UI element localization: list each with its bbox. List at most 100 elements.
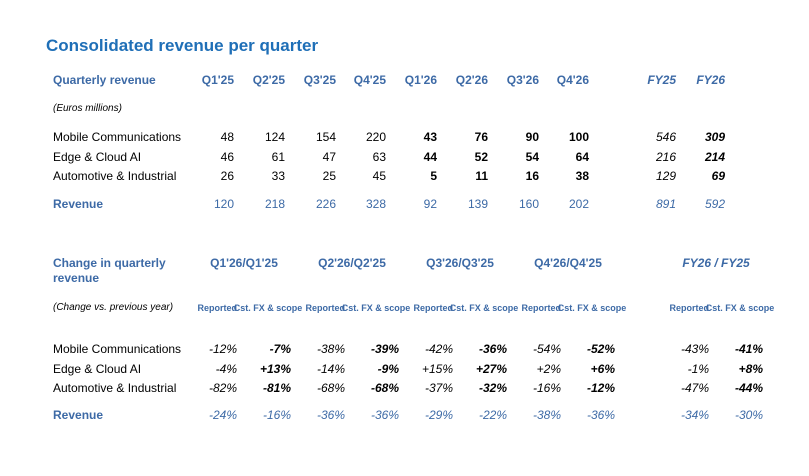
- cell: -12%: [208, 342, 237, 356]
- row-label: Edge & Cloud AI: [53, 150, 142, 164]
- table2-subtitle: (Change vs. previous year): [53, 302, 174, 313]
- cell: 43: [423, 130, 437, 144]
- cell: -52%: [586, 342, 615, 356]
- col-header: Q1'26: [404, 73, 437, 87]
- table2-header-label: Change in quarterly revenue: [53, 256, 166, 285]
- cell: 16: [525, 169, 539, 183]
- cell: -39%: [370, 342, 399, 356]
- cell: -32%: [478, 381, 507, 395]
- cell: 100: [568, 130, 589, 144]
- cell: 226: [315, 197, 336, 211]
- cell: -12%: [586, 381, 615, 395]
- row-label: Mobile Communications: [53, 130, 182, 144]
- col-header: Q3'26: [506, 73, 539, 87]
- cell: 76: [474, 130, 488, 144]
- cell: 64: [575, 150, 589, 164]
- cell: -43%: [680, 342, 709, 356]
- cell: -36%: [478, 342, 507, 356]
- cell: 61: [271, 150, 285, 164]
- cell: -16%: [532, 381, 561, 395]
- cell: 129: [655, 169, 676, 183]
- col-header: Q1'25: [201, 73, 234, 87]
- subcol-cst-fx: Cst. FX & scope: [449, 303, 519, 313]
- cell: 124: [264, 130, 285, 144]
- cell: +27%: [475, 362, 507, 376]
- col-header: Q4'25: [353, 73, 386, 87]
- row-label: Automotive & Industrial: [53, 169, 177, 183]
- col-header: FY25: [647, 73, 676, 87]
- cell: 11: [475, 169, 488, 183]
- cell: -29%: [424, 408, 453, 422]
- col-header: FY26: [696, 73, 725, 87]
- group-header: Q1'26/Q1'25: [210, 256, 278, 270]
- cell: 309: [704, 130, 725, 144]
- cell: 69: [711, 169, 725, 183]
- page-title: Consolidated revenue per quarter: [46, 36, 319, 55]
- cell: -34%: [680, 408, 709, 422]
- cell: 216: [655, 150, 676, 164]
- cell: 46: [220, 150, 234, 164]
- cell: -82%: [208, 381, 237, 395]
- cell: +13%: [259, 362, 291, 376]
- cell: 45: [372, 169, 386, 183]
- cell: -16%: [262, 408, 291, 422]
- cell: 38: [575, 169, 589, 183]
- group-header: Q3'26/Q3'25: [426, 256, 494, 270]
- cell: +2%: [536, 362, 561, 376]
- table1-header-label: Quarterly revenue: [53, 73, 156, 87]
- col-header: Q3'25: [303, 73, 336, 87]
- row-label: Revenue: [53, 408, 104, 422]
- subcol-reported: Reported: [413, 303, 453, 313]
- cell: +6%: [590, 362, 615, 376]
- cell: 44: [423, 150, 437, 164]
- cell: 202: [568, 197, 589, 211]
- col-header: Q4'26: [556, 73, 589, 87]
- row-label: Revenue: [53, 197, 104, 211]
- cell: -42%: [424, 342, 453, 356]
- cell: -7%: [269, 342, 291, 356]
- row-label: Edge & Cloud AI: [53, 362, 142, 376]
- cell: 546: [655, 130, 676, 144]
- cell: -36%: [370, 408, 399, 422]
- cell: 220: [365, 130, 386, 144]
- col-header: Q2'25: [252, 73, 285, 87]
- cell: -38%: [532, 408, 561, 422]
- group-header: Q4'26/Q4'25: [534, 256, 602, 270]
- cell: 52: [474, 150, 488, 164]
- subcol-reported: Reported: [521, 303, 561, 313]
- cell: 33: [271, 169, 285, 183]
- cell: 592: [704, 197, 725, 211]
- cell: -44%: [734, 381, 763, 395]
- cell: -1%: [687, 362, 709, 376]
- cell: 154: [315, 130, 336, 144]
- subcol-cst-fx: Cst. FX & scope: [341, 303, 411, 313]
- subcol-cst-fx: Cst. FX & scope: [705, 303, 775, 313]
- cell: -41%: [734, 342, 763, 356]
- subcol-reported: Reported: [669, 303, 709, 313]
- group-header: FY26 / FY25: [682, 256, 750, 270]
- subcol-cst-fx: Cst. FX & scope: [233, 303, 303, 313]
- cell: -47%: [680, 381, 709, 395]
- cell: 160: [518, 197, 539, 211]
- cell: 25: [322, 169, 336, 183]
- cell: 26: [220, 169, 234, 183]
- cell: -68%: [370, 381, 399, 395]
- subcol-reported: Reported: [197, 303, 237, 313]
- cell: -22%: [478, 408, 507, 422]
- cell: 214: [704, 150, 725, 164]
- cell: 54: [525, 150, 539, 164]
- cell: -36%: [316, 408, 345, 422]
- table1-subtitle: (Euros millions): [53, 103, 122, 114]
- cell: -38%: [316, 342, 345, 356]
- row-label: Mobile Communications: [53, 342, 182, 356]
- cell: -36%: [586, 408, 615, 422]
- cell: -54%: [532, 342, 561, 356]
- cell: -30%: [734, 408, 763, 422]
- cell: -4%: [215, 362, 237, 376]
- cell: -37%: [424, 381, 453, 395]
- cell: 218: [264, 197, 285, 211]
- subcol-reported: Reported: [305, 303, 345, 313]
- cell: 92: [423, 197, 437, 211]
- cell: -9%: [377, 362, 399, 376]
- cell: 63: [372, 150, 386, 164]
